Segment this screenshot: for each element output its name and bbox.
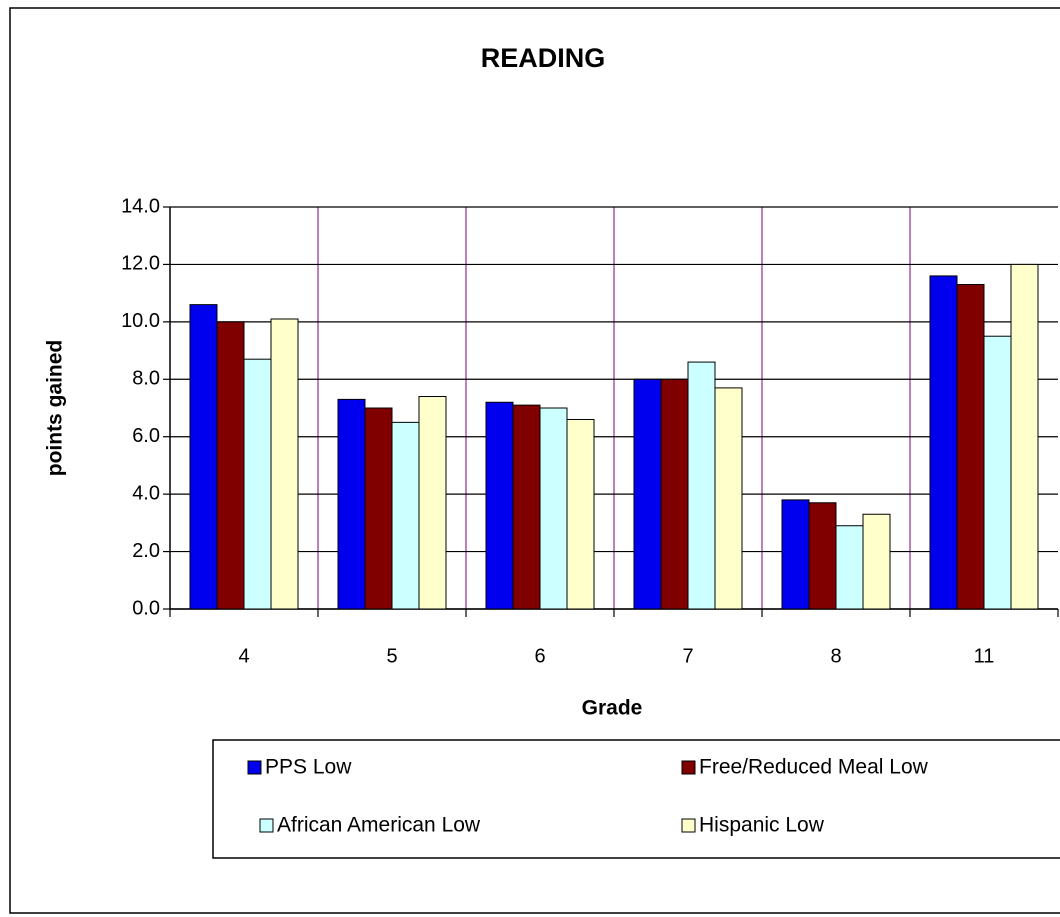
x-axis-label: Grade [582, 697, 643, 720]
x-tick-label: 5 [386, 645, 397, 667]
bar [1010, 263, 1039, 610]
bar [391, 421, 420, 610]
bar [364, 407, 393, 610]
y-tick-label: 4.0 [132, 482, 160, 504]
bar [633, 378, 662, 610]
bar [216, 321, 245, 610]
y-axis-label: points gained [44, 340, 67, 477]
legend [212, 739, 1060, 859]
chart-title: READING [481, 43, 606, 73]
bar [189, 304, 218, 610]
bar [929, 275, 958, 610]
legend-swatch [247, 760, 262, 775]
legend-label: Free/Reduced Meal Low [699, 756, 929, 779]
legend-swatch [681, 760, 696, 775]
bar [270, 318, 299, 610]
legend-swatch [681, 818, 696, 833]
y-tick-label: 10.0 [121, 310, 160, 332]
bar [781, 499, 810, 610]
legend-label: African American Low [277, 814, 481, 837]
y-tick-label: 12.0 [121, 253, 160, 275]
bar [418, 396, 447, 610]
bar [566, 418, 595, 610]
legend-swatch [259, 818, 274, 833]
bar [337, 398, 366, 610]
y-tick-label: 6.0 [132, 425, 160, 447]
y-tick-label: 14.0 [121, 195, 160, 217]
bar [956, 284, 985, 610]
bar [687, 361, 716, 610]
bar [983, 335, 1012, 610]
bar [243, 358, 272, 610]
legend-label: Hispanic Low [699, 814, 825, 837]
legend-label: PPS Low [265, 756, 352, 779]
bar [485, 401, 514, 610]
bar [539, 407, 568, 610]
x-tick-label: 7 [682, 645, 693, 667]
x-tick-label: 8 [830, 645, 841, 667]
x-tick-label: 11 [974, 645, 995, 667]
x-tick-label: 4 [238, 645, 249, 667]
y-tick-label: 0.0 [132, 597, 160, 619]
bar [660, 378, 689, 610]
bar [714, 387, 743, 610]
bar [808, 502, 837, 610]
y-tick-label: 2.0 [132, 540, 160, 562]
y-tick-label: 8.0 [132, 368, 160, 390]
bar [512, 404, 541, 610]
bar [862, 513, 891, 610]
x-tick-label: 6 [534, 645, 545, 667]
bar [835, 525, 864, 610]
